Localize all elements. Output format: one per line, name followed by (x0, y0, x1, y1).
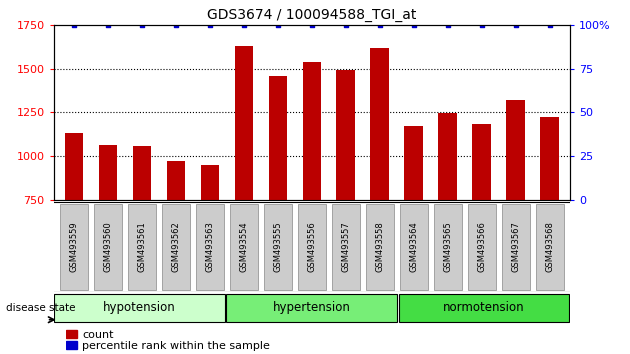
Point (239, 22, 249, 28)
FancyBboxPatch shape (60, 204, 88, 290)
FancyBboxPatch shape (502, 204, 530, 290)
Point (443, 22, 453, 28)
FancyBboxPatch shape (230, 204, 258, 290)
Text: GSM493563: GSM493563 (205, 222, 214, 272)
Bar (336, 70, 355, 200)
Title: GDS3674 / 100094588_TGI_at: GDS3674 / 100094588_TGI_at (207, 8, 416, 22)
Point (69, 22, 79, 28)
Point (409, 22, 419, 28)
Text: GSM493562: GSM493562 (171, 222, 180, 272)
FancyBboxPatch shape (196, 204, 224, 290)
Text: GSM493565: GSM493565 (444, 222, 452, 272)
Bar (507, 100, 525, 200)
FancyBboxPatch shape (264, 204, 292, 290)
Point (273, 22, 283, 28)
FancyBboxPatch shape (366, 204, 394, 290)
Bar (200, 165, 219, 200)
Text: count: count (82, 330, 113, 339)
Text: GSM493567: GSM493567 (512, 222, 520, 272)
Bar (404, 126, 423, 200)
Text: GSM493568: GSM493568 (545, 222, 554, 272)
Text: GSM493559: GSM493559 (69, 222, 79, 272)
Text: GSM493554: GSM493554 (239, 222, 248, 272)
Point (375, 22, 385, 28)
FancyBboxPatch shape (468, 204, 496, 290)
Text: disease state: disease state (6, 303, 76, 313)
Text: percentile rank within the sample: percentile rank within the sample (82, 341, 270, 351)
Point (103, 22, 113, 28)
Text: GSM493566: GSM493566 (478, 222, 486, 272)
Bar (132, 146, 151, 200)
FancyBboxPatch shape (162, 204, 190, 290)
Bar (66, 330, 77, 338)
Point (545, 22, 555, 28)
Point (341, 22, 351, 28)
Bar (66, 341, 77, 349)
Text: GSM493557: GSM493557 (341, 222, 350, 272)
FancyBboxPatch shape (400, 204, 428, 290)
FancyBboxPatch shape (94, 204, 122, 290)
Text: GSM493555: GSM493555 (273, 222, 282, 272)
Point (171, 22, 181, 28)
Bar (541, 117, 559, 200)
Text: hypertension: hypertension (273, 301, 351, 314)
Bar (302, 62, 321, 200)
Point (511, 22, 521, 28)
Text: GSM493564: GSM493564 (410, 222, 418, 272)
Bar (438, 113, 457, 200)
Point (137, 22, 147, 28)
Text: GSM493558: GSM493558 (375, 222, 384, 272)
FancyBboxPatch shape (332, 204, 360, 290)
Point (307, 22, 317, 28)
Text: hypotension: hypotension (103, 301, 176, 314)
Text: GSM493560: GSM493560 (103, 222, 112, 272)
Bar (166, 161, 185, 200)
Bar (234, 46, 253, 200)
Bar (268, 76, 287, 200)
Bar (472, 124, 491, 200)
Bar (65, 132, 83, 200)
Bar (370, 47, 389, 200)
FancyBboxPatch shape (536, 204, 564, 290)
FancyBboxPatch shape (226, 294, 398, 322)
Text: GSM493556: GSM493556 (307, 222, 316, 272)
FancyBboxPatch shape (434, 204, 462, 290)
Point (205, 22, 215, 28)
Bar (98, 145, 117, 200)
Text: normotension: normotension (444, 301, 525, 314)
FancyBboxPatch shape (128, 204, 156, 290)
FancyBboxPatch shape (54, 294, 225, 322)
FancyBboxPatch shape (298, 204, 326, 290)
Point (477, 22, 487, 28)
Text: GSM493561: GSM493561 (137, 222, 146, 272)
FancyBboxPatch shape (399, 294, 570, 322)
